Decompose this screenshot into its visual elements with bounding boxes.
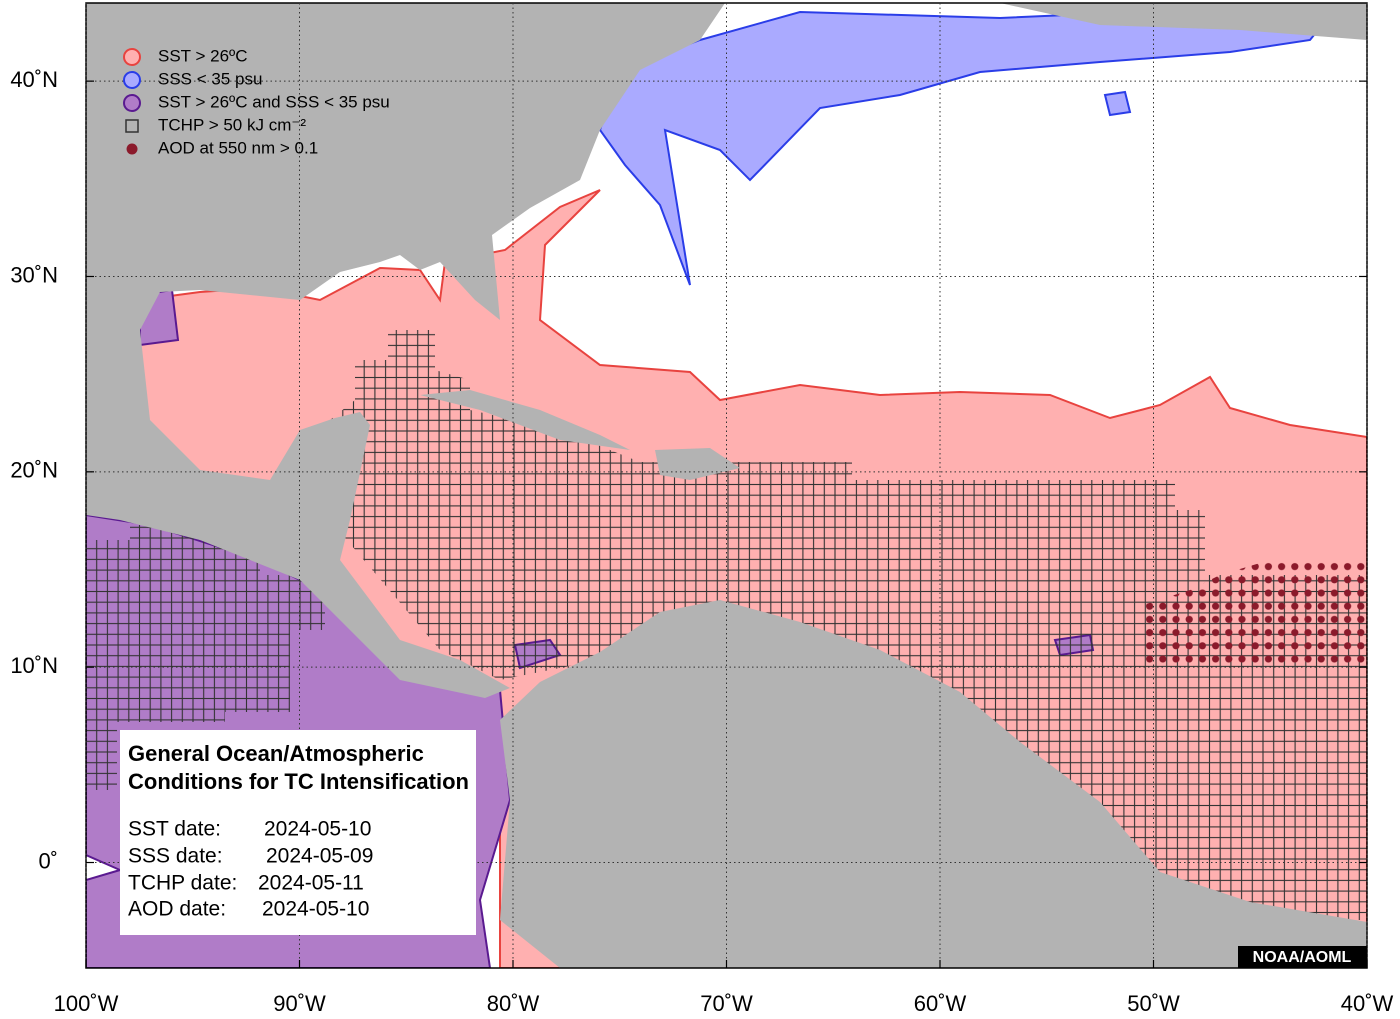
info-label: SST date: [128, 818, 221, 841]
tchp-area [86, 525, 325, 790]
sss-area [598, 3, 1342, 286]
tchp-area [330, 330, 1367, 920]
info-title: General Ocean/Atmospheric [128, 741, 424, 766]
info-title: Conditions for TC Intensification [128, 769, 469, 794]
info-background [120, 730, 476, 935]
x-tick-label: 40˚W [1341, 991, 1394, 1016]
x-tick-label: 70˚W [700, 991, 753, 1016]
legend: SST > 26ºC SSS < 35 psu SST > 26ºC and S… [123, 46, 390, 157]
x-tick-label: 90˚W [273, 991, 326, 1016]
x-tick-label: 80˚W [487, 991, 540, 1016]
legend-label: TCHP > 50 kJ cm⁻² [158, 115, 306, 134]
legend-label: AOD at 550 nm > 0.1 [158, 138, 318, 157]
legend-label: SST > 26ºC and SSS < 35 psu [158, 92, 390, 111]
y-tick-label: 40˚N [10, 67, 58, 92]
aod-area [1143, 560, 1367, 665]
info-label: AOD date: [128, 898, 226, 921]
legend-swatch [123, 71, 141, 89]
credit-background [1238, 946, 1367, 968]
tick-labels: 100˚W 90˚W 80˚W 70˚W 60˚W 50˚W 40˚W 0˚ 10˚N 20˚N 3… [10, 67, 1393, 1016]
legend-swatch [123, 48, 141, 66]
info-box: General Ocean/Atmospheric Conditions for… [120, 730, 476, 935]
y-tick-label: 30˚N [10, 262, 58, 287]
land [1000, 3, 1367, 40]
x-tick-label: 60˚W [914, 991, 967, 1016]
legend-swatch [123, 94, 141, 112]
info-value: 2024-05-10 [264, 818, 371, 841]
info-value: 2024-05-10 [262, 898, 369, 921]
info-label: SSS date: [128, 845, 223, 868]
legend-label: SST > 26ºC [158, 46, 248, 65]
info-value: 2024-05-09 [266, 845, 373, 868]
x-tick-label: 50˚W [1127, 991, 1180, 1016]
legend-swatch [126, 143, 138, 155]
legend-label: SSS < 35 psu [158, 69, 262, 88]
info-value: 2024-05-11 [258, 872, 364, 895]
x-tick-label: 100˚W [54, 991, 119, 1016]
land [420, 390, 630, 450]
y-tick-label: 10˚N [10, 653, 58, 678]
graticule [85, 3, 1368, 968]
y-tick-label: 0˚ [38, 848, 58, 873]
credit: NOAA/AOML [1253, 949, 1352, 966]
legend-swatch [125, 119, 139, 133]
y-tick-label: 20˚N [10, 458, 58, 483]
info-label: TCHP date: [128, 872, 237, 895]
land [86, 3, 725, 698]
land [500, 600, 1367, 968]
sss-area [1103, 90, 1132, 117]
